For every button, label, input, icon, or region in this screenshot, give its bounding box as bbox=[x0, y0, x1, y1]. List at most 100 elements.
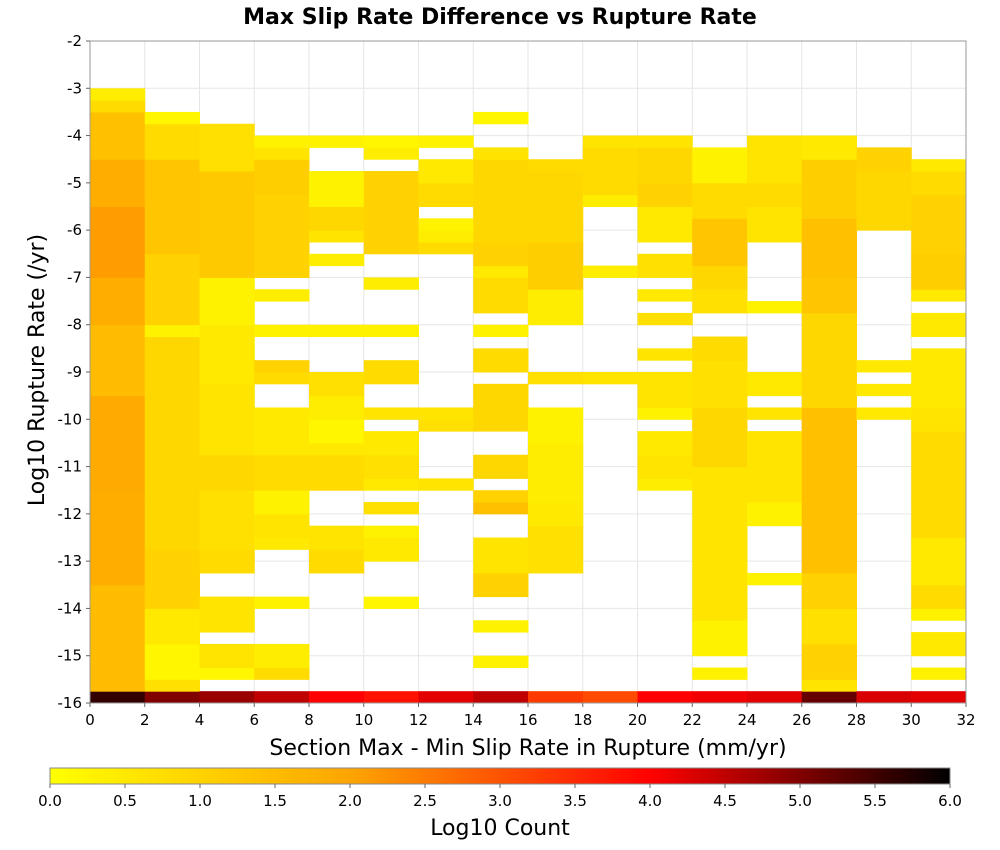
heatmap-cell bbox=[637, 206, 693, 243]
heatmap-cell bbox=[254, 490, 310, 515]
heatmap-cell bbox=[199, 241, 255, 278]
heatmap-cell bbox=[911, 431, 967, 503]
heatmap-cell bbox=[254, 442, 310, 456]
heatmap-cell bbox=[309, 419, 365, 444]
heatmap-cell bbox=[254, 691, 310, 704]
colorbar-tick-label: 3.0 bbox=[488, 792, 512, 810]
heatmap-cell bbox=[254, 667, 310, 680]
heatmap-cell bbox=[637, 182, 693, 207]
heatmap-cell bbox=[528, 502, 584, 527]
x-tick-label: 0 bbox=[85, 711, 95, 729]
heatmap-cell bbox=[144, 502, 200, 550]
heatmap-cell bbox=[309, 691, 365, 704]
heatmap-cell bbox=[582, 265, 638, 278]
colorbar-tick-label: 6.0 bbox=[938, 792, 962, 810]
heatmap-cell bbox=[309, 253, 365, 267]
y-tick-label: -14 bbox=[58, 599, 83, 617]
y-tick-label: -13 bbox=[58, 552, 83, 570]
heatmap-cell bbox=[144, 679, 200, 692]
heatmap-cell bbox=[856, 383, 912, 397]
heatmap-cell bbox=[856, 171, 912, 207]
heatmap-cell bbox=[473, 241, 529, 267]
heatmap-cell bbox=[418, 135, 474, 148]
heatmap-cell bbox=[473, 572, 529, 598]
heatmap-cell bbox=[90, 159, 146, 207]
heatmap-cell bbox=[363, 324, 419, 338]
heatmap-cell bbox=[309, 454, 365, 491]
heatmap-cell bbox=[309, 442, 365, 456]
heatmap-cell bbox=[254, 596, 310, 609]
y-axis-ticks: -2 -3 -4 -5 -6 -7 -8 -9 -10 -11 -12 -13 -14 -15 -16 bbox=[58, 32, 90, 712]
heatmap-cell bbox=[801, 691, 857, 704]
colorbar-ticks: 0.0 0.5 1.0 1.5 2.0 2.5 3.0 3.5 4.0 4.5 5.0 5.5 6.0 bbox=[38, 784, 962, 810]
heatmap-cell bbox=[90, 691, 146, 704]
heatmap-cell bbox=[254, 289, 310, 302]
heatmap-cell bbox=[199, 324, 255, 385]
heatmap-cell bbox=[801, 360, 857, 408]
heatmap-cell bbox=[692, 691, 748, 704]
heatmap-cell bbox=[199, 596, 255, 633]
x-tick-label: 12 bbox=[409, 711, 428, 729]
heatmap-cell bbox=[199, 490, 255, 550]
x-tick-label: 22 bbox=[683, 711, 702, 729]
heatmap-cell bbox=[473, 277, 529, 314]
heatmap-cell bbox=[911, 584, 967, 609]
y-tick-label: -5 bbox=[67, 174, 82, 192]
x-axis-ticks: 0 2 4 6 8 10 12 14 16 18 20 22 24 26 28 30 32 bbox=[85, 703, 976, 729]
heatmap-cell bbox=[144, 324, 200, 338]
heatmap-cell bbox=[473, 490, 529, 503]
y-tick-label: -2 bbox=[67, 32, 82, 50]
colorbar-tick-label: 3.5 bbox=[563, 792, 587, 810]
heatmap-cell bbox=[363, 537, 419, 562]
heatmap-cell bbox=[528, 289, 584, 326]
heatmap-cell bbox=[199, 454, 255, 491]
heatmap-cell bbox=[473, 691, 529, 704]
heatmap-cell bbox=[254, 454, 310, 491]
heatmap-cell bbox=[692, 147, 748, 184]
heatmap-cell bbox=[254, 513, 310, 538]
heatmap-cell bbox=[637, 289, 693, 302]
heatmap-cell bbox=[144, 549, 200, 609]
heatmap-cell bbox=[254, 159, 310, 196]
heatmap-cell bbox=[90, 324, 146, 397]
x-tick-label: 16 bbox=[518, 711, 537, 729]
heatmap-cell bbox=[582, 691, 638, 704]
heatmap-cell bbox=[473, 111, 529, 125]
y-tick-label: -10 bbox=[58, 410, 83, 428]
heatmap-cell bbox=[637, 348, 693, 361]
colorbar-tick-label: 1.5 bbox=[263, 792, 287, 810]
heatmap-cell bbox=[254, 372, 310, 385]
heatmap-cell bbox=[801, 312, 857, 361]
heatmap-cell bbox=[747, 301, 803, 314]
heatmap-cell bbox=[199, 277, 255, 326]
heatmap-cell bbox=[856, 360, 912, 373]
heatmap-cell bbox=[418, 419, 474, 432]
y-tick-label: -4 bbox=[67, 127, 82, 145]
heatmap-cell bbox=[528, 159, 584, 172]
heatmap-cell bbox=[637, 372, 693, 408]
heatmap-cell bbox=[199, 123, 255, 172]
x-tick-label: 28 bbox=[847, 711, 866, 729]
heatmap-cell bbox=[528, 372, 584, 385]
heatmap-cell bbox=[582, 372, 638, 385]
heatmap-cell bbox=[528, 525, 584, 574]
heatmap-cell bbox=[747, 135, 803, 160]
heatmap-cell bbox=[363, 596, 419, 609]
colorbar-tick-label: 2.5 bbox=[413, 792, 437, 810]
heatmap-cell bbox=[363, 431, 419, 456]
heatmap-cell bbox=[801, 679, 857, 692]
heatmap-cell bbox=[637, 431, 693, 456]
heatmap-cell bbox=[747, 572, 803, 586]
x-tick-label: 2 bbox=[140, 711, 150, 729]
heatmap-cell bbox=[254, 360, 310, 373]
heatmap-cell bbox=[528, 442, 584, 479]
heatmap-cell bbox=[747, 454, 803, 479]
heatmap-cell bbox=[363, 691, 419, 704]
heatmap-cell bbox=[692, 466, 748, 527]
heatmap-cell bbox=[254, 241, 310, 278]
heatmap-cell bbox=[418, 407, 474, 420]
heatmap-cell bbox=[692, 182, 748, 219]
heatmap-cell bbox=[528, 691, 584, 704]
heatmap-cell bbox=[254, 147, 310, 160]
heatmap-cell bbox=[144, 643, 200, 680]
